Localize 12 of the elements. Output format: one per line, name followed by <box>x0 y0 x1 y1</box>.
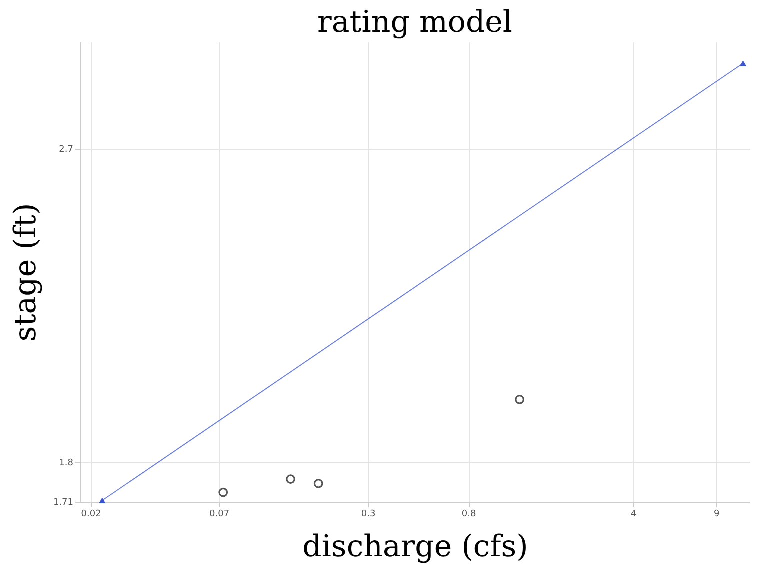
x-tick-label: 0.8 <box>462 510 476 520</box>
x-tick-label: 4 <box>630 510 637 520</box>
x-tick-label: 9 <box>714 510 720 520</box>
y-tick-label: 2.7 <box>59 145 74 156</box>
x-tick-label: 0.3 <box>361 510 376 520</box>
y-tick-label: 1.8 <box>59 458 74 468</box>
y-tick-label: 1.71 <box>53 498 74 508</box>
x-tick-label: 0.07 <box>210 510 230 520</box>
chart-title: rating model <box>318 5 512 40</box>
y-axis-title: stage (ft) <box>8 203 44 342</box>
x-axis-title: discharge (cfs) <box>302 530 528 564</box>
x-tick-label: 0.02 <box>81 510 102 520</box>
